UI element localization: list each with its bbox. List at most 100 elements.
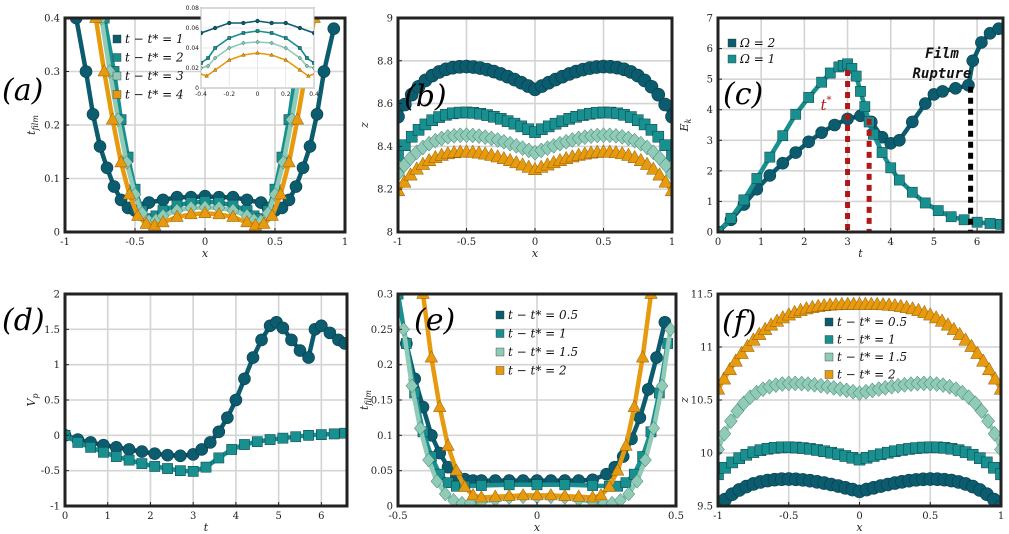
panel-d: 0 1 2 3 4 5 6 -1 -0.5 0 0.5 1 1.5 2 t Vp (d) (2, 290, 349, 534)
data-point (476, 480, 487, 491)
data-point (776, 156, 790, 170)
legend-swatch (727, 38, 737, 48)
data-point (114, 155, 128, 168)
y-tick-label: 0.3 (377, 290, 393, 301)
series-group-c (718, 22, 1003, 232)
data-point (650, 351, 663, 364)
x-tick-label: -0.5 (779, 511, 798, 522)
inset-point (255, 39, 260, 45)
data-point (984, 218, 996, 229)
data-point (885, 162, 897, 174)
inset-point (201, 30, 204, 36)
legend-swatch (112, 90, 122, 99)
inset-y-tick-label: 0.04 (186, 45, 200, 52)
x-tick-label: 1 (998, 511, 1004, 522)
data-point (162, 463, 173, 474)
inset-point (269, 31, 274, 35)
data-point (658, 97, 672, 112)
data-point (213, 452, 225, 464)
data-point (86, 108, 100, 121)
y-tick-label: 0.1 (377, 431, 393, 442)
panel-f: -1 -0.5 0 0.5 1 9.5 10 10.5 11 11.5 x z (f) t − t* = … (678, 290, 1004, 534)
x-axis-label: t (858, 247, 863, 260)
legend-label: t − t* = 1 (125, 32, 184, 46)
x-tick-label: 0 (202, 237, 208, 248)
t-star-label: t* (820, 95, 831, 114)
panel-label: (b) (404, 79, 447, 114)
data-point (718, 468, 724, 481)
data-point (664, 182, 672, 197)
data-point (516, 487, 530, 501)
inset-point (227, 20, 232, 26)
data-point (303, 429, 314, 441)
x-tick-label: 1 (105, 511, 111, 522)
legend-swatch (112, 53, 122, 62)
inset-y-tick-label: 0.08 (186, 5, 200, 12)
inset-x-tick-label: 0 (256, 91, 260, 98)
y-tick-label: 9 (387, 14, 393, 25)
legend-label: t − t* = 4 (125, 88, 184, 102)
data-point (949, 82, 962, 95)
data-point (282, 155, 296, 168)
legend-swatch (824, 352, 834, 362)
data-point (246, 351, 260, 364)
inset-point (311, 30, 314, 36)
data-point (273, 187, 288, 200)
data-point (993, 381, 1001, 395)
data-point (424, 350, 439, 363)
data-point (238, 372, 251, 386)
series-group-d (65, 315, 347, 477)
data-point (303, 140, 317, 153)
legend-swatch (495, 329, 505, 338)
data-point (212, 206, 226, 220)
data-point (992, 22, 1003, 35)
inset-x-tick-label: -0.2 (223, 91, 235, 98)
data-point (98, 446, 109, 458)
inset-point (269, 20, 274, 26)
x-tick-label: 0 (715, 237, 721, 248)
legend-swatch (495, 347, 505, 357)
data-point (285, 333, 298, 347)
data-point (724, 413, 738, 429)
x-axis-label: x (532, 247, 539, 260)
data-point (405, 130, 418, 143)
y-tick-label: 0.05 (371, 466, 393, 477)
data-point (639, 156, 655, 170)
inset-point (241, 52, 246, 57)
y-tick-label: 4 (707, 105, 713, 116)
data-point (310, 108, 324, 121)
y-axis-label: Ek (678, 118, 693, 132)
data-point (652, 167, 667, 181)
series-group-b (398, 59, 672, 197)
y-tick-label: 0 (387, 502, 393, 513)
data-point (652, 130, 665, 143)
data-point (184, 206, 198, 220)
data-point (466, 487, 480, 501)
x-tick-label: 6 (974, 237, 980, 248)
y-tick-label: 10.5 (691, 396, 713, 407)
x-tick-label: 1 (669, 237, 675, 248)
data-point (587, 480, 598, 491)
data-point (633, 411, 647, 424)
data-point (936, 85, 949, 98)
inset-point (255, 29, 260, 33)
data-point (803, 92, 815, 103)
data-point (544, 487, 558, 501)
data-point (995, 219, 1003, 230)
data-point (282, 193, 296, 207)
data-point (156, 193, 170, 207)
inset-point (201, 61, 203, 65)
data-point (976, 353, 991, 367)
data-point (988, 461, 1000, 474)
y-tick-label: 0.5 (44, 396, 60, 407)
data-point (240, 193, 254, 207)
data-point (962, 389, 976, 406)
data-point (255, 333, 268, 347)
legend-label: t − t* = 1 (508, 327, 567, 341)
data-point (449, 463, 464, 476)
grid-b (397, 17, 673, 233)
data-point (945, 211, 957, 223)
data-point (422, 452, 435, 468)
x-tick-label: 5 (931, 237, 937, 248)
